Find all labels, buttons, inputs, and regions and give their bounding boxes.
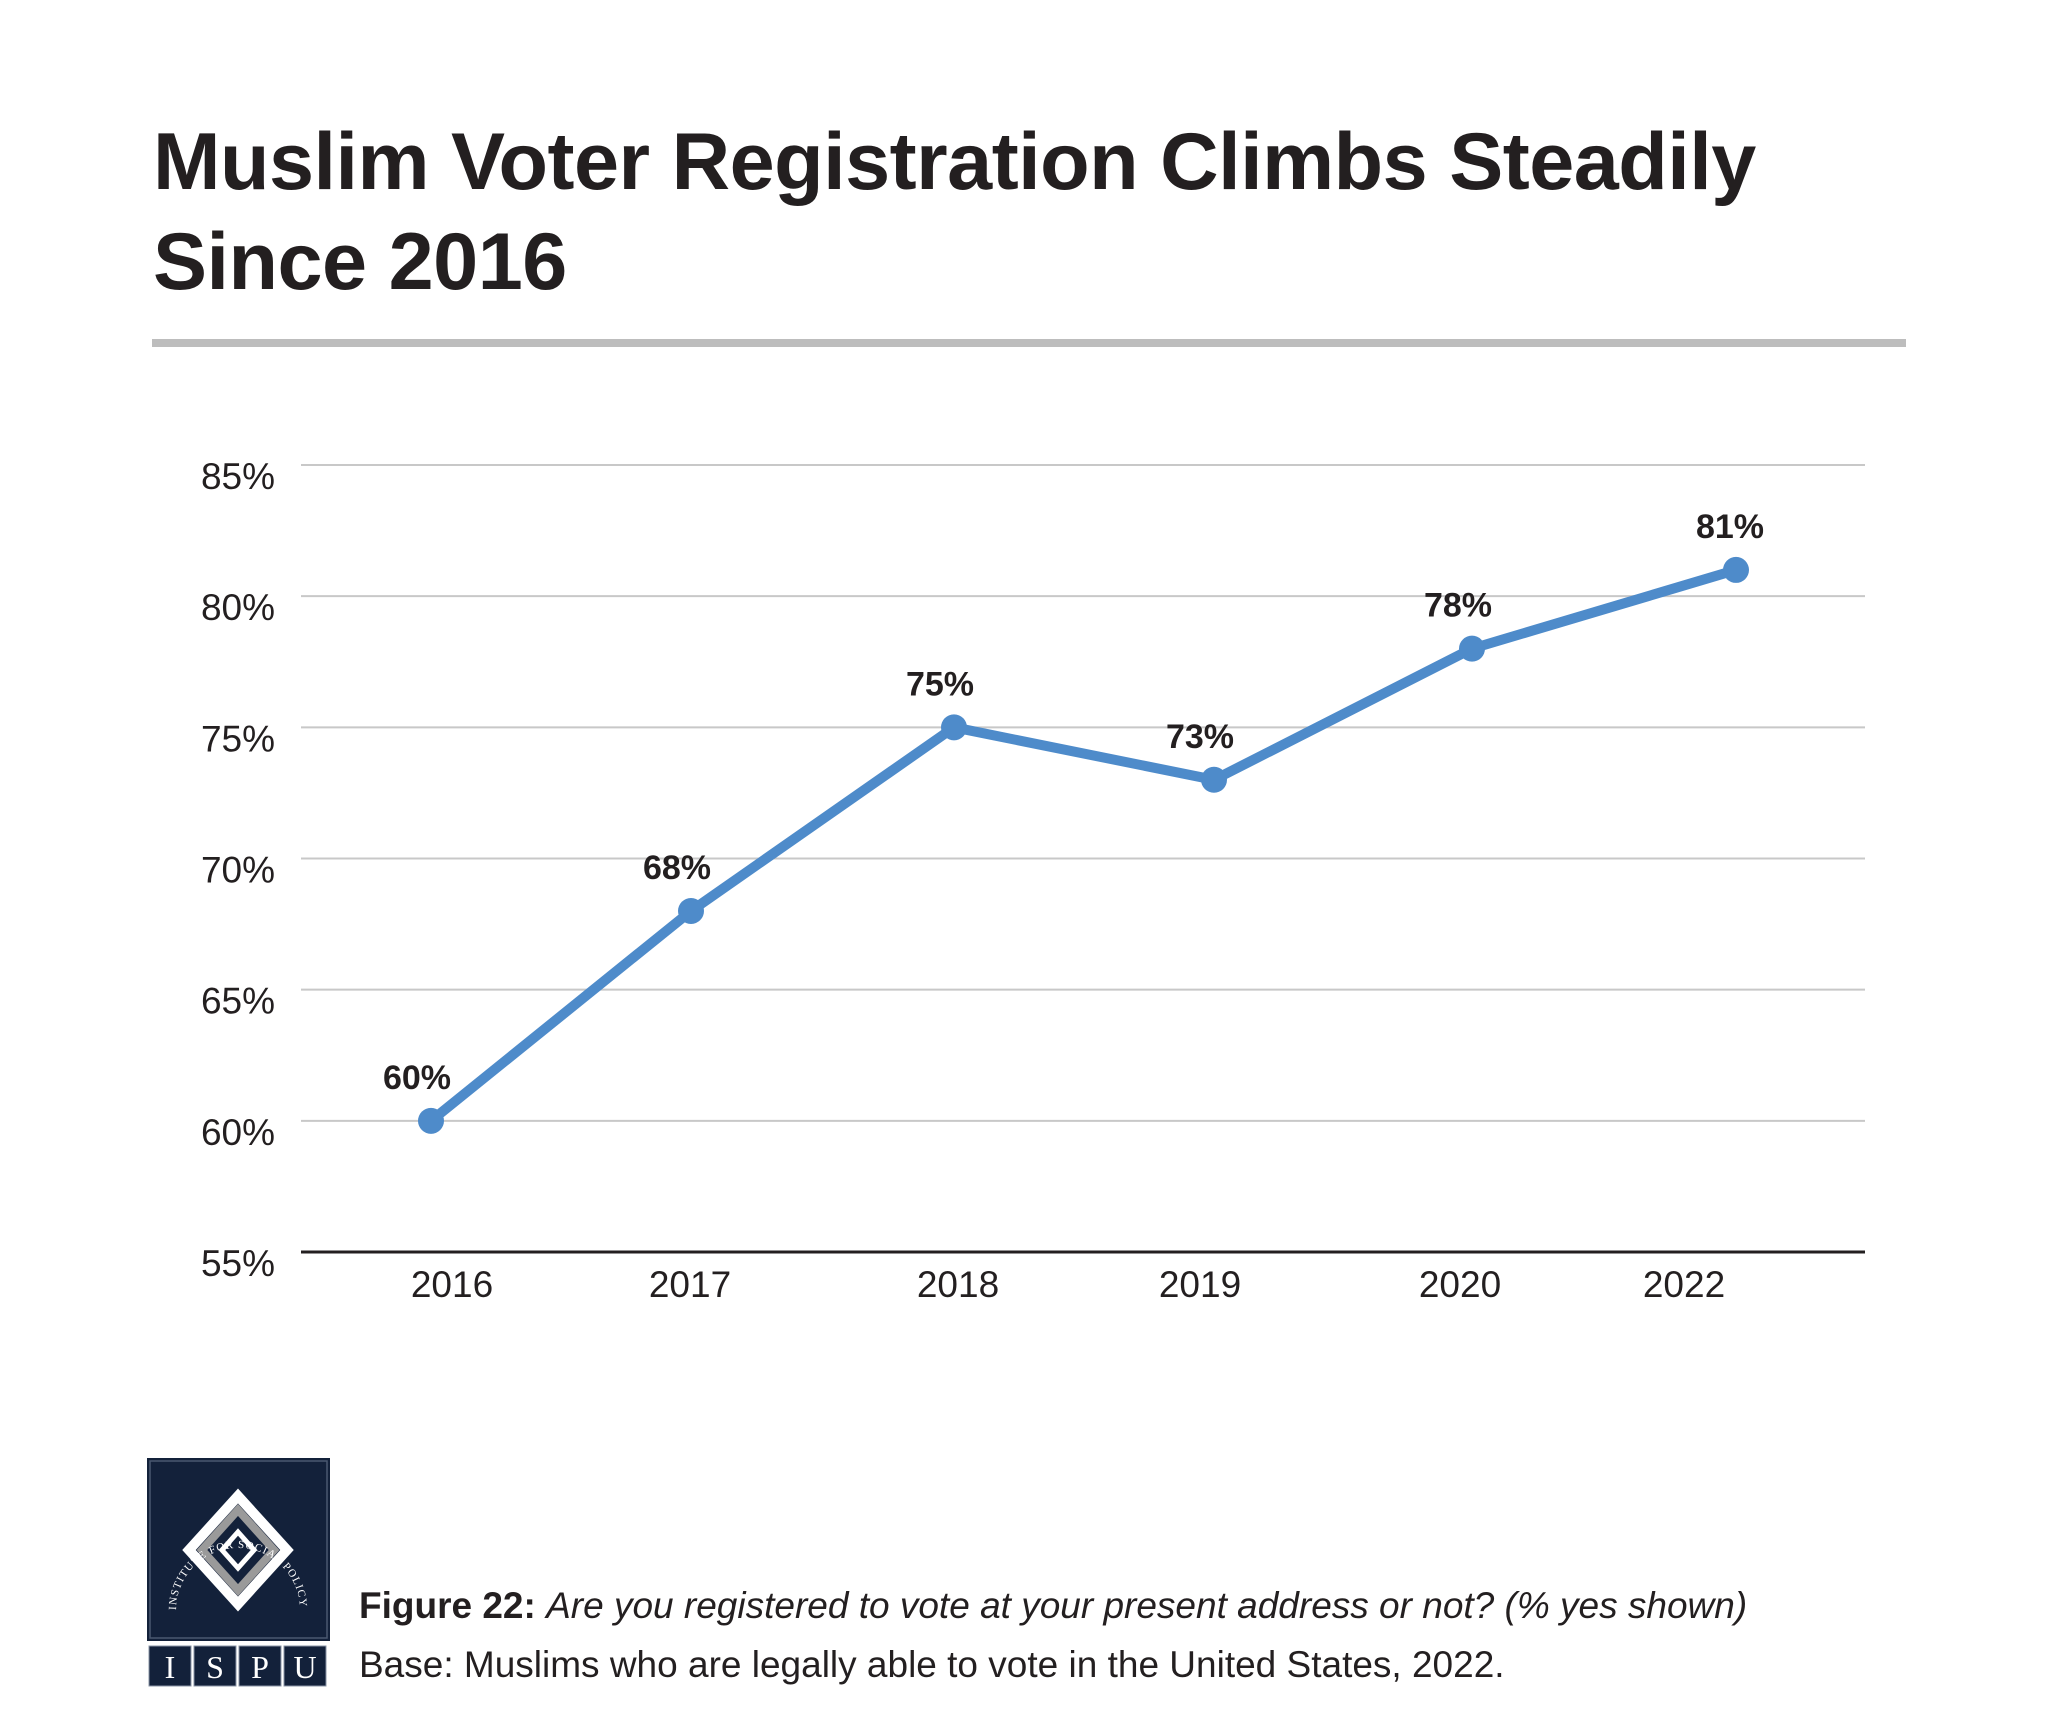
- data-point: [1723, 556, 1749, 583]
- ispu-logo: INSTITUTE FOR SOCIAL POLICY AND UNDERSTA…: [147, 1458, 330, 1687]
- title-divider: [152, 339, 1906, 347]
- series-line: [427, 565, 1738, 1125]
- logo-letter: S: [206, 1649, 224, 1685]
- x-tick-label: 2020: [1419, 1264, 1501, 1305]
- base-note: Base: Muslims who are legally able to vo…: [359, 1644, 1505, 1685]
- survey-question: Are you registered to vote at your prese…: [546, 1585, 1748, 1626]
- data-point: [941, 714, 967, 741]
- logo-letter: I: [165, 1649, 176, 1685]
- x-tick-label: 2016: [411, 1264, 493, 1305]
- y-tick-label: 60%: [201, 1112, 275, 1153]
- figure-caption: Figure 22: Are you registered to vote at…: [359, 1585, 1747, 1627]
- x-tick-label: 2022: [1643, 1264, 1725, 1305]
- y-tick-label: 85%: [201, 456, 275, 497]
- y-tick-label: 65%: [201, 981, 275, 1022]
- x-tick-label: 2018: [917, 1264, 999, 1305]
- x-tick-label: 2017: [649, 1264, 731, 1305]
- logo-letter: U: [293, 1649, 316, 1685]
- x-tick-label: 2019: [1159, 1264, 1241, 1305]
- data-point: [678, 897, 704, 924]
- data-label: 81%: [1696, 508, 1764, 546]
- line-chart: 55% 60% 65% 70% 75% 80% 85% 2016 2017 2018 2019 202…: [201, 456, 1865, 1305]
- data-point: [1201, 766, 1227, 793]
- data-label: 78%: [1424, 587, 1492, 625]
- data-label: 68%: [643, 849, 711, 887]
- data-point: [418, 1107, 444, 1134]
- data-label: 60%: [383, 1059, 451, 1097]
- logo-letter: P: [251, 1649, 269, 1685]
- chart-title: Muslim Voter Registration Climbs Steadil…: [153, 117, 1756, 307]
- data-label: 75%: [906, 665, 974, 703]
- y-tick-label: 75%: [201, 718, 275, 759]
- data-label: 73%: [1166, 718, 1234, 756]
- y-tick-label: 55%: [201, 1243, 275, 1284]
- y-tick-label: 70%: [201, 850, 275, 891]
- y-tick-label: 80%: [201, 587, 275, 628]
- figure-label: Figure 22:: [359, 1585, 536, 1626]
- data-point: [1459, 635, 1485, 662]
